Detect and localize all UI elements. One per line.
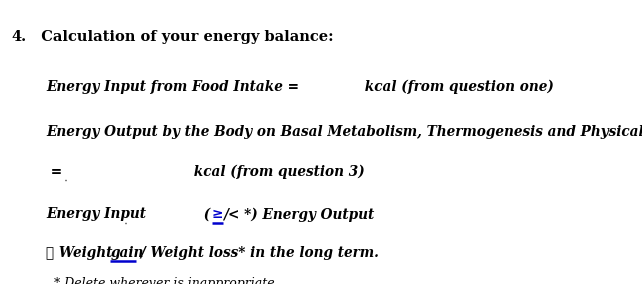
Text: kcal (from question 3): kcal (from question 3) (189, 165, 365, 179)
Text: kcal (from question one): kcal (from question one) (360, 80, 553, 94)
Text: /< *) Energy Output: /< *) Energy Output (223, 207, 375, 222)
Text: 4.: 4. (12, 30, 27, 44)
Text: Energy Input from Food Intake =: Energy Input from Food Intake = (46, 80, 304, 93)
Text: Energy Output by the Body on Basal Metabolism, Thermogenesis and Physical Activi: Energy Output by the Body on Basal Metab… (46, 125, 642, 139)
Text: * Delete wherever is inappropriate.: * Delete wherever is inappropriate. (46, 277, 279, 284)
Text: / Weight loss* in the long term.: / Weight loss* in the long term. (136, 246, 379, 260)
Text: ≥: ≥ (212, 207, 223, 221)
Text: Calculation of your energy balance:: Calculation of your energy balance: (31, 30, 333, 44)
Text: ∴ Weight: ∴ Weight (46, 246, 117, 260)
Text: =: = (46, 165, 67, 179)
Text: Energy Input: Energy Input (46, 207, 151, 221)
Text: gain: gain (110, 246, 144, 260)
Text: (: ( (199, 207, 211, 221)
